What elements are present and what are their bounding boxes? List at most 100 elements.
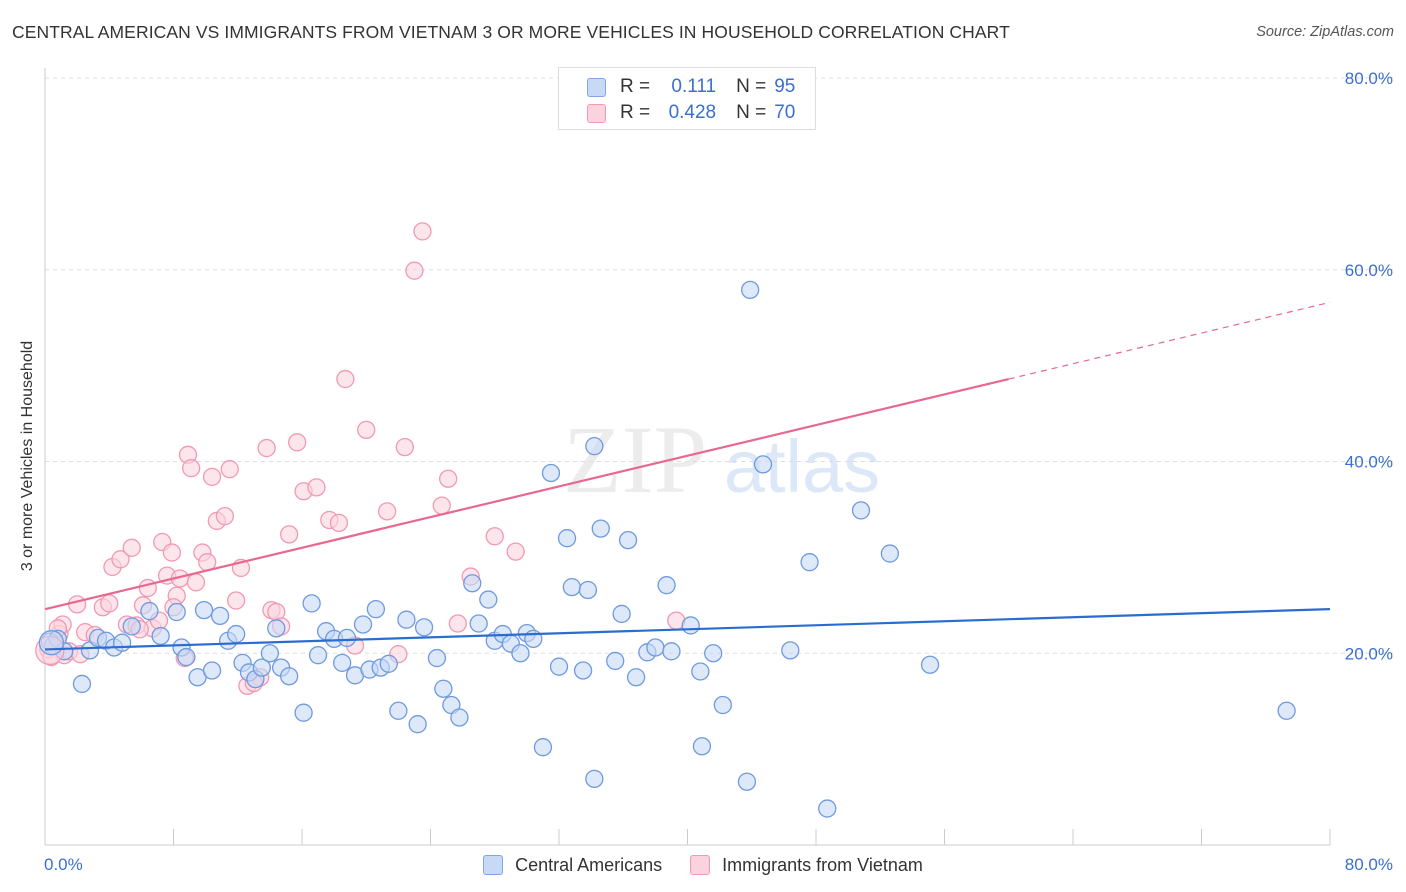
point-central-american: [549, 657, 569, 676]
y-tick-label: 20.0%: [1345, 644, 1393, 663]
trend-lines: [44, 301, 1331, 651]
point-vietnam: [186, 573, 206, 592]
data-points: [35, 222, 1296, 818]
point-central-american-cluster: [38, 630, 65, 656]
legend-row-vietnam: R = 0.428 N = 70: [587, 101, 795, 125]
point-central-american: [578, 580, 598, 600]
point-vietnam: [226, 591, 246, 610]
point-vietnam: [432, 496, 451, 515]
y-tick-label: 40.0%: [1345, 453, 1393, 472]
y-tick-label: 80.0%: [1345, 69, 1393, 88]
point-vietnam: [485, 527, 504, 546]
point-central-american: [781, 641, 800, 660]
point-central-american: [194, 600, 214, 620]
point-vietnam: [288, 433, 307, 452]
point-central-american: [122, 617, 141, 636]
watermark-atlas: atlas: [724, 425, 880, 508]
point-vietnam: [100, 594, 119, 613]
point-vietnam: [122, 538, 141, 557]
point-vietnam: [162, 543, 182, 562]
point-central-american: [308, 646, 328, 665]
x-tick-label: 80.0%: [1345, 855, 1393, 874]
point-central-american: [469, 614, 488, 633]
point-vietnam: [182, 459, 201, 478]
point-central-american: [427, 648, 447, 668]
point-vietnam: [413, 222, 432, 241]
point-central-american: [140, 601, 159, 621]
point-central-american: [585, 769, 604, 788]
point-central-american: [618, 530, 638, 550]
point-central-american: [713, 695, 732, 715]
point-central-american: [511, 644, 530, 663]
x-tick-label: 0.0%: [44, 855, 83, 874]
point-central-american: [851, 501, 871, 520]
watermark-zip: ZIP: [563, 406, 707, 513]
point-central-american: [366, 599, 386, 619]
r-label: R =: [620, 102, 651, 123]
point-vietnam: [202, 467, 222, 486]
point-central-american: [463, 574, 482, 593]
point-central-american: [202, 661, 222, 680]
point-central-american: [397, 610, 416, 629]
point-central-american: [72, 674, 92, 694]
correlation-legend: R = 0.111 N = 95 R = 0.428 N = 70: [558, 67, 816, 130]
trend-line-central-americans: [44, 608, 1331, 651]
series-legend: Central Americans Immigrants from Vietna…: [0, 852, 1406, 878]
point-central-american: [541, 463, 561, 483]
trend-line-vietnam-projection: [1008, 301, 1331, 380]
point-vietnam: [257, 438, 276, 458]
point-central-american: [626, 668, 646, 687]
point-central-american: [612, 604, 631, 624]
point-vietnam: [405, 261, 424, 280]
point-central-american: [818, 799, 837, 818]
point-central-american: [591, 519, 610, 538]
point-vietnam: [279, 525, 299, 544]
trend-line-vietnam: [44, 377, 1010, 611]
n-label: N =: [736, 76, 767, 97]
axes: [44, 68, 1331, 846]
point-vietnam: [329, 513, 349, 533]
tick-labels: 20.0% 40.0% 60.0% 80.0% 0.0% 80.0%: [44, 69, 1393, 874]
point-vietnam: [215, 506, 235, 526]
point-central-american: [112, 633, 132, 652]
point-central-american: [479, 590, 498, 609]
point-central-american: [167, 602, 186, 622]
point-vietnam: [448, 614, 467, 633]
point-central-american: [337, 628, 357, 648]
point-central-american: [434, 679, 453, 698]
point-vietnam: [395, 437, 414, 457]
point-central-american: [210, 606, 230, 626]
point-central-american: [533, 738, 553, 757]
point-central-american: [573, 661, 593, 680]
point-central-american: [800, 553, 819, 572]
point-central-american: [662, 642, 681, 661]
point-central-american: [920, 655, 940, 674]
point-central-american: [252, 658, 271, 677]
point-central-american: [692, 737, 712, 756]
point-central-american: [606, 651, 625, 671]
point-central-american: [177, 647, 196, 667]
n-value: 70: [774, 102, 796, 123]
point-central-american: [646, 638, 665, 657]
point-central-american: [279, 667, 299, 686]
point-vietnam: [220, 460, 239, 479]
legend-item-vietnam: Immigrants from Vietnam: [690, 855, 923, 876]
point-central-american: [302, 594, 321, 613]
chart-title: CENTRAL AMERICAN VS IMMIGRANTS FROM VIET…: [12, 22, 1010, 42]
point-central-american: [585, 437, 604, 456]
point-vietnam: [67, 595, 87, 614]
point-central-american: [294, 703, 313, 722]
point-central-american: [737, 772, 757, 791]
legend-row-central-americans: R = 0.111 N = 95: [587, 75, 795, 99]
point-central-american: [657, 576, 676, 595]
n-value: 95: [774, 76, 796, 97]
point-central-american: [704, 644, 723, 663]
legend-swatch-pink: [690, 855, 711, 875]
point-central-american: [353, 615, 373, 634]
source-label: Source: ZipAtlas.com: [1256, 24, 1394, 40]
point-central-american: [557, 529, 577, 548]
point-vietnam: [377, 502, 397, 521]
point-central-american: [1277, 701, 1296, 720]
y-tick-label: 60.0%: [1345, 261, 1393, 280]
point-central-american: [260, 644, 280, 663]
